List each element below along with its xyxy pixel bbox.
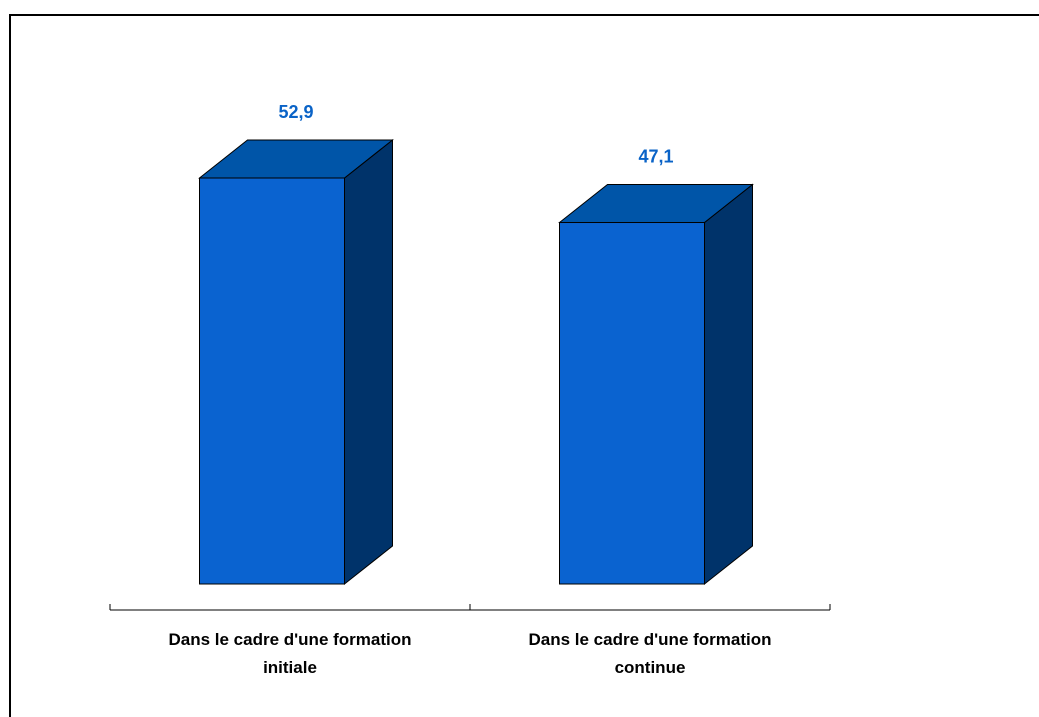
category-label: initiale bbox=[263, 658, 317, 677]
bar-side-face bbox=[704, 183, 753, 586]
category-label: Dans le cadre d'une formation bbox=[528, 630, 771, 649]
bar-side-face bbox=[344, 138, 393, 586]
bar bbox=[198, 138, 394, 586]
category-label: Dans le cadre d'une formation bbox=[168, 630, 411, 649]
labels: 52,9 Dans le cadre d'une formation initial… bbox=[168, 102, 771, 677]
bar bbox=[558, 183, 754, 586]
chart-frame bbox=[9, 14, 1039, 717]
category-label: continue bbox=[615, 658, 686, 677]
bar-front-face bbox=[559, 222, 705, 585]
data-label: 52,9 bbox=[278, 102, 313, 122]
data-label: 47,1 bbox=[638, 147, 673, 167]
bar-front-face bbox=[199, 177, 345, 585]
bars bbox=[198, 138, 754, 586]
x-axis bbox=[109, 604, 831, 611]
